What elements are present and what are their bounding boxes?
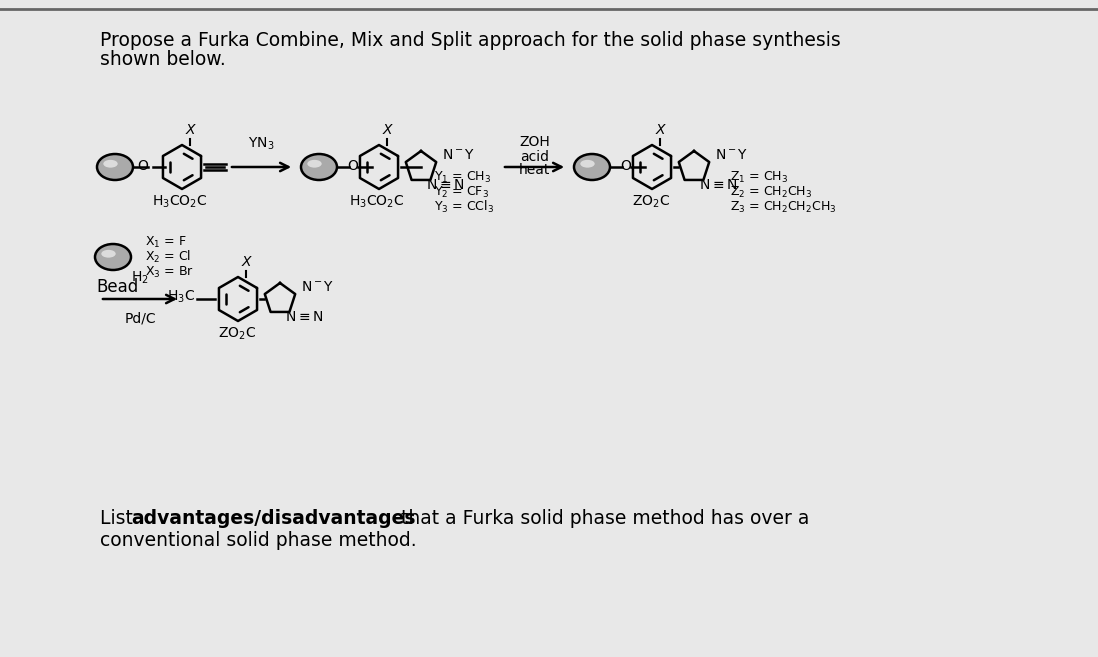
Ellipse shape bbox=[574, 154, 610, 180]
Text: X: X bbox=[242, 255, 250, 269]
Text: List: List bbox=[100, 509, 138, 528]
Text: X$_3$ = Br: X$_3$ = Br bbox=[145, 265, 193, 279]
Text: N$\equiv$N: N$\equiv$N bbox=[699, 178, 738, 192]
Text: H$_3$CO$_2$C: H$_3$CO$_2$C bbox=[152, 194, 208, 210]
Text: acid: acid bbox=[520, 150, 549, 164]
Text: X$_2$ = Cl: X$_2$ = Cl bbox=[145, 249, 191, 265]
Text: H$_3$CO$_2$C: H$_3$CO$_2$C bbox=[349, 194, 404, 210]
Text: YN$_3$: YN$_3$ bbox=[248, 135, 274, 152]
Text: advantages/disadvantages: advantages/disadvantages bbox=[131, 509, 415, 528]
Text: heat: heat bbox=[519, 163, 550, 177]
Ellipse shape bbox=[301, 154, 337, 180]
Ellipse shape bbox=[581, 160, 595, 168]
Text: X$_1$ = F: X$_1$ = F bbox=[145, 235, 187, 250]
Text: that a Furka solid phase method has over a: that a Furka solid phase method has over… bbox=[395, 509, 809, 528]
Ellipse shape bbox=[307, 160, 322, 168]
Ellipse shape bbox=[96, 244, 131, 270]
Text: Y$_1$ = CH$_3$: Y$_1$ = CH$_3$ bbox=[434, 170, 491, 185]
Text: X: X bbox=[186, 123, 194, 137]
Text: ZO$_2$C: ZO$_2$C bbox=[632, 194, 670, 210]
Text: Bead: Bead bbox=[96, 278, 138, 296]
Text: ZOH: ZOH bbox=[519, 135, 550, 149]
Text: N$^-$Y: N$^-$Y bbox=[442, 148, 475, 162]
Text: ZO$_2$C: ZO$_2$C bbox=[219, 326, 256, 342]
Text: conventional solid phase method.: conventional solid phase method. bbox=[100, 531, 416, 550]
Text: X: X bbox=[656, 123, 664, 137]
Text: N$\equiv$N: N$\equiv$N bbox=[285, 310, 324, 324]
Text: N$^-$Y: N$^-$Y bbox=[301, 280, 334, 294]
Text: O: O bbox=[348, 159, 358, 173]
Text: N$\equiv$N: N$\equiv$N bbox=[426, 178, 464, 192]
Ellipse shape bbox=[101, 250, 115, 258]
Text: H$_3$C: H$_3$C bbox=[167, 289, 195, 306]
Ellipse shape bbox=[103, 160, 117, 168]
Text: Pd/C: Pd/C bbox=[124, 312, 156, 326]
Text: Y$_2$ = CF$_3$: Y$_2$ = CF$_3$ bbox=[434, 185, 489, 200]
Text: H$_2$: H$_2$ bbox=[131, 269, 149, 286]
Text: Propose a Furka Combine, Mix and Split approach for the solid phase synthesis: Propose a Furka Combine, Mix and Split a… bbox=[100, 31, 841, 50]
Text: O: O bbox=[137, 159, 148, 173]
Ellipse shape bbox=[97, 154, 133, 180]
Text: Z$_1$ = CH$_3$: Z$_1$ = CH$_3$ bbox=[730, 170, 788, 185]
Text: O: O bbox=[620, 159, 631, 173]
Text: Y$_3$ = CCl$_3$: Y$_3$ = CCl$_3$ bbox=[434, 199, 494, 215]
Text: Z$_2$ = CH$_2$CH$_3$: Z$_2$ = CH$_2$CH$_3$ bbox=[730, 185, 813, 200]
Text: X: X bbox=[382, 123, 392, 137]
Text: N$^-$Y: N$^-$Y bbox=[715, 148, 748, 162]
Text: Z$_3$ = CH$_2$CH$_2$CH$_3$: Z$_3$ = CH$_2$CH$_2$CH$_3$ bbox=[730, 200, 837, 215]
Text: shown below.: shown below. bbox=[100, 50, 226, 69]
